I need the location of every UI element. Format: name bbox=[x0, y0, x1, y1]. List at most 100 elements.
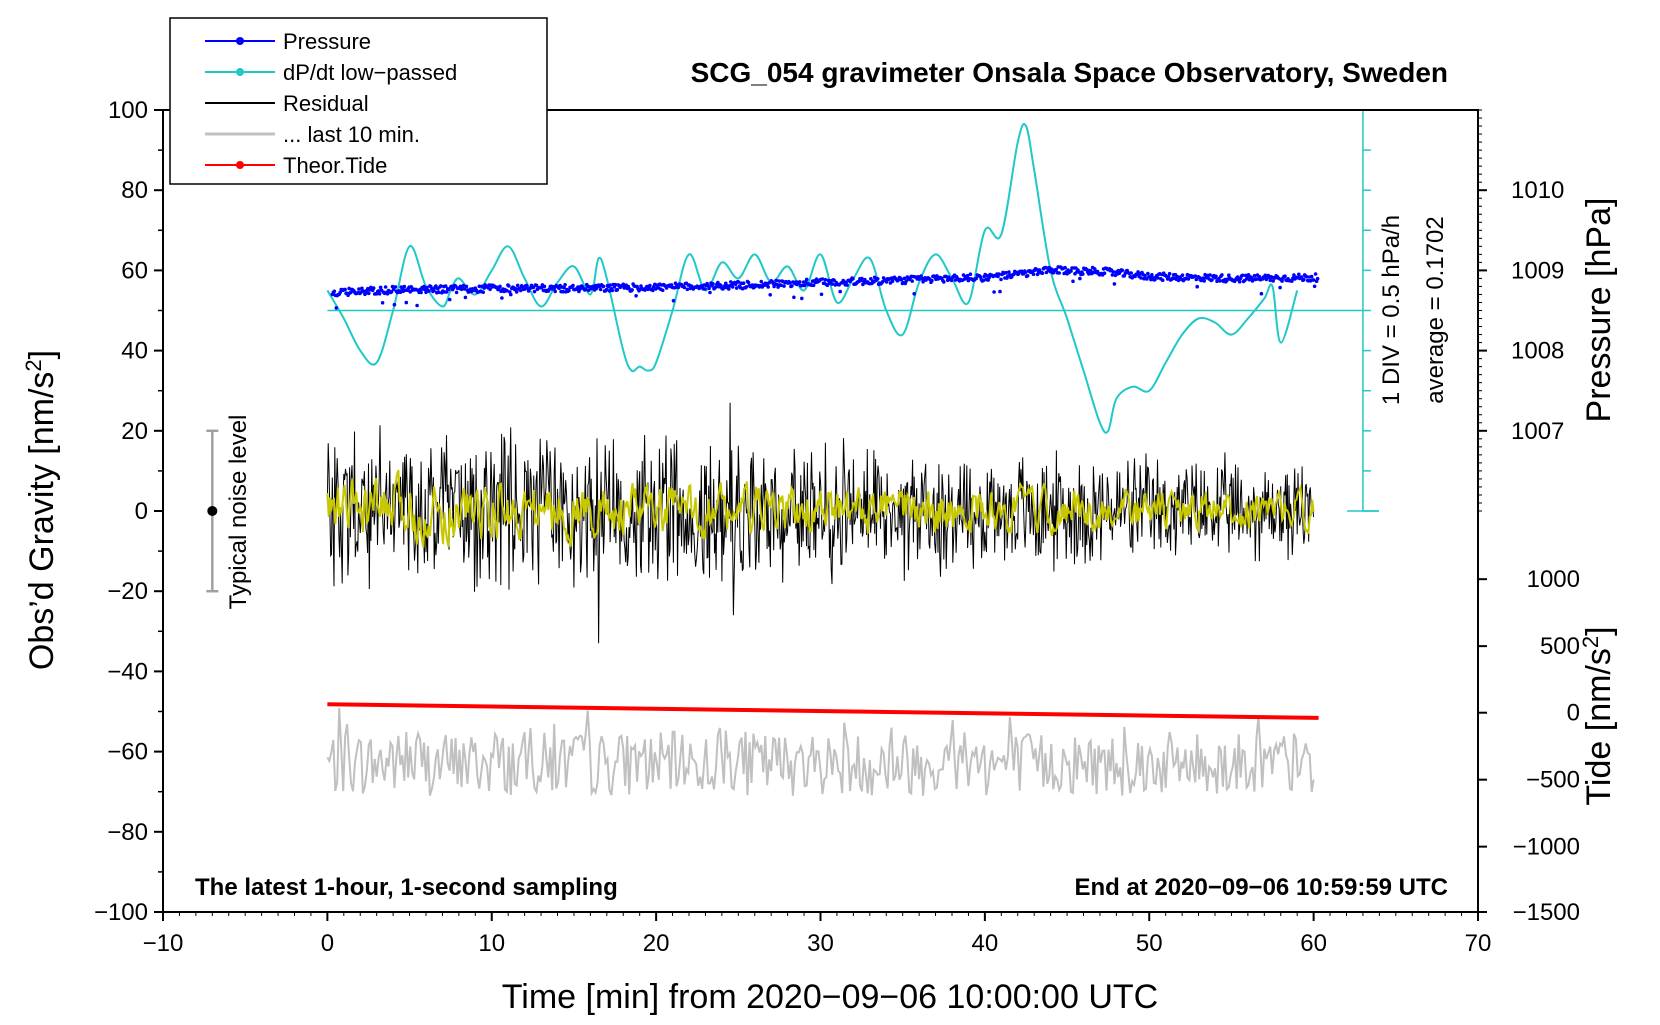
pressure-point bbox=[949, 278, 954, 283]
last-10-min-series bbox=[326, 707, 1315, 797]
pressure-point bbox=[672, 286, 677, 290]
pressure-point bbox=[608, 283, 613, 287]
pressure-point bbox=[532, 289, 537, 294]
pressure-point bbox=[567, 288, 571, 293]
x-tick-label: 30 bbox=[807, 930, 834, 957]
pressure-point bbox=[461, 283, 466, 288]
y-tick-label: 80 bbox=[121, 177, 148, 204]
tide-tick-label: −500 bbox=[1526, 767, 1580, 794]
pressure-point bbox=[488, 287, 492, 292]
pressure-point bbox=[343, 287, 347, 292]
pressure-point bbox=[1257, 274, 1262, 279]
pressure-point bbox=[1202, 279, 1206, 283]
pressure-point bbox=[902, 276, 907, 281]
annotation-right: End at 2020−09−06 10:59:59 UTC bbox=[1074, 874, 1448, 901]
pressure-point bbox=[851, 277, 855, 281]
pressure-point bbox=[477, 284, 482, 289]
x-tick-label: 20 bbox=[643, 930, 670, 957]
pressure-point bbox=[999, 277, 1003, 282]
noise-bar-center bbox=[207, 506, 218, 516]
annotation-left: The latest 1-hour, 1-second sampling bbox=[195, 874, 618, 901]
pressure-point bbox=[998, 289, 1002, 294]
pressure-point bbox=[514, 290, 519, 294]
pressure-point bbox=[634, 294, 638, 298]
pressure-point bbox=[685, 287, 690, 292]
pressure-point bbox=[727, 287, 731, 291]
pressure-point bbox=[390, 284, 395, 289]
pressure-point bbox=[547, 287, 552, 292]
pressure-point bbox=[1312, 284, 1317, 289]
pressure-point bbox=[734, 286, 739, 290]
pressure-point bbox=[367, 291, 371, 296]
pressure-point bbox=[1110, 273, 1115, 277]
pressure-point bbox=[464, 284, 469, 289]
pressure-point bbox=[463, 295, 468, 300]
pressure-point bbox=[446, 287, 451, 292]
pressure-point bbox=[1040, 271, 1045, 276]
pressure-point bbox=[563, 283, 567, 287]
pressure-point bbox=[1176, 278, 1181, 283]
pressure-point bbox=[415, 303, 419, 308]
pressure-point bbox=[741, 281, 746, 286]
legend-marker bbox=[236, 68, 244, 76]
y-axis-label-sup: 2 bbox=[21, 359, 46, 371]
pressure-point bbox=[427, 289, 431, 293]
pressure-point bbox=[992, 290, 996, 294]
pressure-point bbox=[942, 280, 946, 284]
tide-series bbox=[327, 702, 1319, 720]
pressure-point bbox=[1210, 278, 1214, 282]
pressure-point bbox=[912, 292, 916, 296]
pressure-point bbox=[719, 283, 723, 288]
x-tick-label: 10 bbox=[478, 930, 505, 957]
pressure-point bbox=[1146, 271, 1150, 276]
pressure-point bbox=[524, 283, 529, 288]
pressure-point bbox=[462, 287, 467, 291]
y-tick-label: 0 bbox=[135, 498, 148, 525]
pressure-point bbox=[518, 288, 523, 293]
pressure-point bbox=[604, 287, 609, 292]
pressure-point bbox=[1023, 270, 1028, 275]
residual-smoothed-series bbox=[326, 469, 1315, 548]
pressure-point bbox=[1220, 273, 1224, 277]
pressure-point bbox=[899, 278, 904, 282]
pressure-point bbox=[1290, 279, 1294, 283]
tide-tick-label: 0 bbox=[1567, 700, 1580, 727]
x-tick-label: 60 bbox=[1300, 930, 1327, 957]
pressure-point bbox=[1315, 276, 1320, 281]
pressure-point bbox=[707, 286, 711, 291]
pressure-point bbox=[724, 281, 728, 286]
pressure-point bbox=[437, 290, 441, 295]
residual-series bbox=[326, 402, 1315, 644]
pressure-point bbox=[1077, 270, 1081, 274]
pressure-point bbox=[553, 289, 557, 294]
pressure-point bbox=[598, 287, 603, 292]
pressure-point bbox=[1193, 274, 1198, 278]
tide-axis-label-main: Tide [nm/s bbox=[1580, 648, 1618, 805]
pressure-tick-label: 1010 bbox=[1511, 177, 1564, 204]
pressure-point bbox=[1166, 275, 1171, 279]
x-tick-label: 0 bbox=[321, 930, 334, 957]
pressure-point bbox=[921, 280, 925, 284]
noise-level-label: Typical noise level bbox=[225, 415, 252, 610]
pressure-point bbox=[800, 296, 804, 301]
pressure-point bbox=[561, 289, 565, 294]
dpdt-average-label: average = 0.1702 bbox=[1422, 216, 1449, 404]
y-tick-label: 60 bbox=[121, 257, 148, 284]
pressure-point bbox=[584, 287, 588, 292]
pressure-point bbox=[746, 280, 751, 285]
y-axis-label-main: Obs’d Gravity [nm/s bbox=[23, 372, 61, 671]
pressure-point bbox=[774, 278, 778, 283]
pressure-point bbox=[425, 285, 429, 290]
pressure-point bbox=[811, 283, 816, 288]
pressure-point bbox=[1111, 270, 1116, 274]
pressure-point bbox=[711, 282, 715, 286]
pressure-point bbox=[1195, 284, 1199, 289]
legend-label: Pressure bbox=[283, 29, 371, 54]
pressure-point bbox=[1035, 272, 1040, 277]
pressure-point bbox=[443, 284, 448, 288]
legend-label: Theor.Tide bbox=[283, 153, 387, 178]
pressure-point bbox=[422, 284, 426, 289]
pressure-point bbox=[1088, 268, 1093, 273]
pressure-point bbox=[601, 284, 606, 289]
